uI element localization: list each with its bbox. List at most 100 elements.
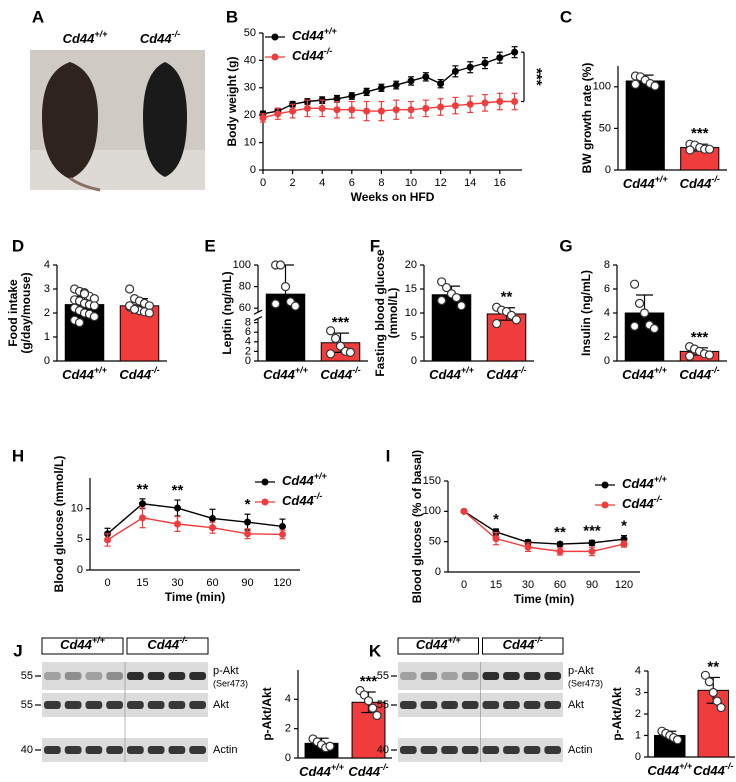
data-point [422,104,430,112]
marker-label: 55 [377,699,389,711]
x-tick-label: 8 [378,177,384,189]
panel-letter: C [560,7,572,26]
blot-band [461,672,479,680]
group-box [126,637,209,655]
data-point [704,350,715,360]
data-point [89,312,100,322]
data-point [279,530,286,538]
group-box [41,637,124,655]
x-tick-label: Cd44+/+ [62,365,108,382]
blot-band [147,701,165,709]
data-point [377,107,385,115]
data-point [481,99,489,107]
blot-band [420,672,438,680]
y-tick-label: 5 [411,331,417,343]
series-line [107,517,283,541]
y-tick-label: 4 [44,259,50,271]
y-tick-label: 100 [423,505,441,517]
y-tick-label: 2 [44,307,50,319]
blot-band [503,672,520,680]
blot-band [482,672,500,680]
y-tick-label: 1 [635,729,641,741]
x-tick-label: 30 [522,579,534,591]
significance: ** [501,289,513,306]
blot-band [64,746,82,754]
bar [625,80,665,171]
x-tick-label: 12 [434,177,446,189]
x-tick-label: 4 [319,177,325,189]
y-tick-label: 20 [244,109,256,121]
y-tick-label: 10 [71,503,83,515]
x-tick-label: Cd44-/- [486,365,526,382]
y-tick-label: 80 [239,281,251,293]
data-point [437,295,447,306]
significance: * [493,511,499,528]
data-point [712,696,722,706]
data-point [244,530,251,538]
data-point [271,299,281,309]
x-tick-label: 14 [464,177,476,189]
x-axis-label: Weeks on HFD [351,190,435,204]
x-tick-label: Cd44-/- [693,761,733,778]
y-tick-label: 0 [605,164,611,176]
blot-band [461,701,479,709]
y-tick-label: 3 [635,686,641,698]
data-point [330,333,341,344]
x-tick-label: 0 [260,177,266,189]
data-point [333,95,341,103]
data-point [259,114,267,122]
row-label: p-Akt [568,665,594,677]
y-tick-label: 6 [604,283,610,295]
blot-band [544,701,561,709]
blot-band [127,701,144,709]
legend-marker [271,53,279,61]
blot-band [523,672,541,680]
data-point [333,106,341,114]
data-point [104,536,111,544]
data-point [704,144,715,154]
x-tick-label: Cd44-/- [680,174,720,191]
data-point [639,308,650,318]
data-point [275,260,286,270]
y-tick-label: 2 [285,723,291,735]
y-axis-label: p-Akt/Akt [260,687,274,740]
y-tick-label: 5 [77,533,83,545]
blot-band [420,701,438,709]
significance: *** [583,522,601,539]
x-tick-label: 30 [171,577,183,589]
row-label: Akt [568,699,584,711]
data-point [437,103,445,111]
x-tick-label: 10 [405,177,417,189]
data-point [144,308,154,318]
data-point [74,318,85,328]
x-tick-label: Cd44-/- [320,365,360,382]
blot-band [147,746,165,754]
data-point [89,301,100,311]
row-label: Actin [213,744,237,756]
blot-band [44,701,61,709]
y-tick-label: 50 [599,122,611,134]
data-point [174,520,181,528]
panel-letter: I [386,446,391,465]
row-label: Actin [568,744,592,756]
x-axis-label: Time (min) [165,590,225,604]
y-tick-label: 150 [423,475,441,487]
blot-band [400,672,417,680]
data-point [456,301,466,311]
y-axis-label: Insulin (ng/mL) [579,270,593,356]
y-tick-label: 0 [435,566,441,578]
data-point [451,293,462,303]
y-axis-label: BW growth rate (%) [580,63,594,174]
data-point [280,282,291,292]
data-point [274,110,282,118]
row-note: (Ser473) [213,678,248,688]
group-label: Cd44+/+ [60,635,106,652]
x-tick-label: Cd44+/+ [623,174,669,191]
data-point [460,507,468,515]
data-point [451,67,459,75]
x-tick-label: 6 [349,177,355,189]
blot-band [482,746,500,754]
y-tick-label: 3 [44,283,50,295]
blot-band [503,701,520,709]
